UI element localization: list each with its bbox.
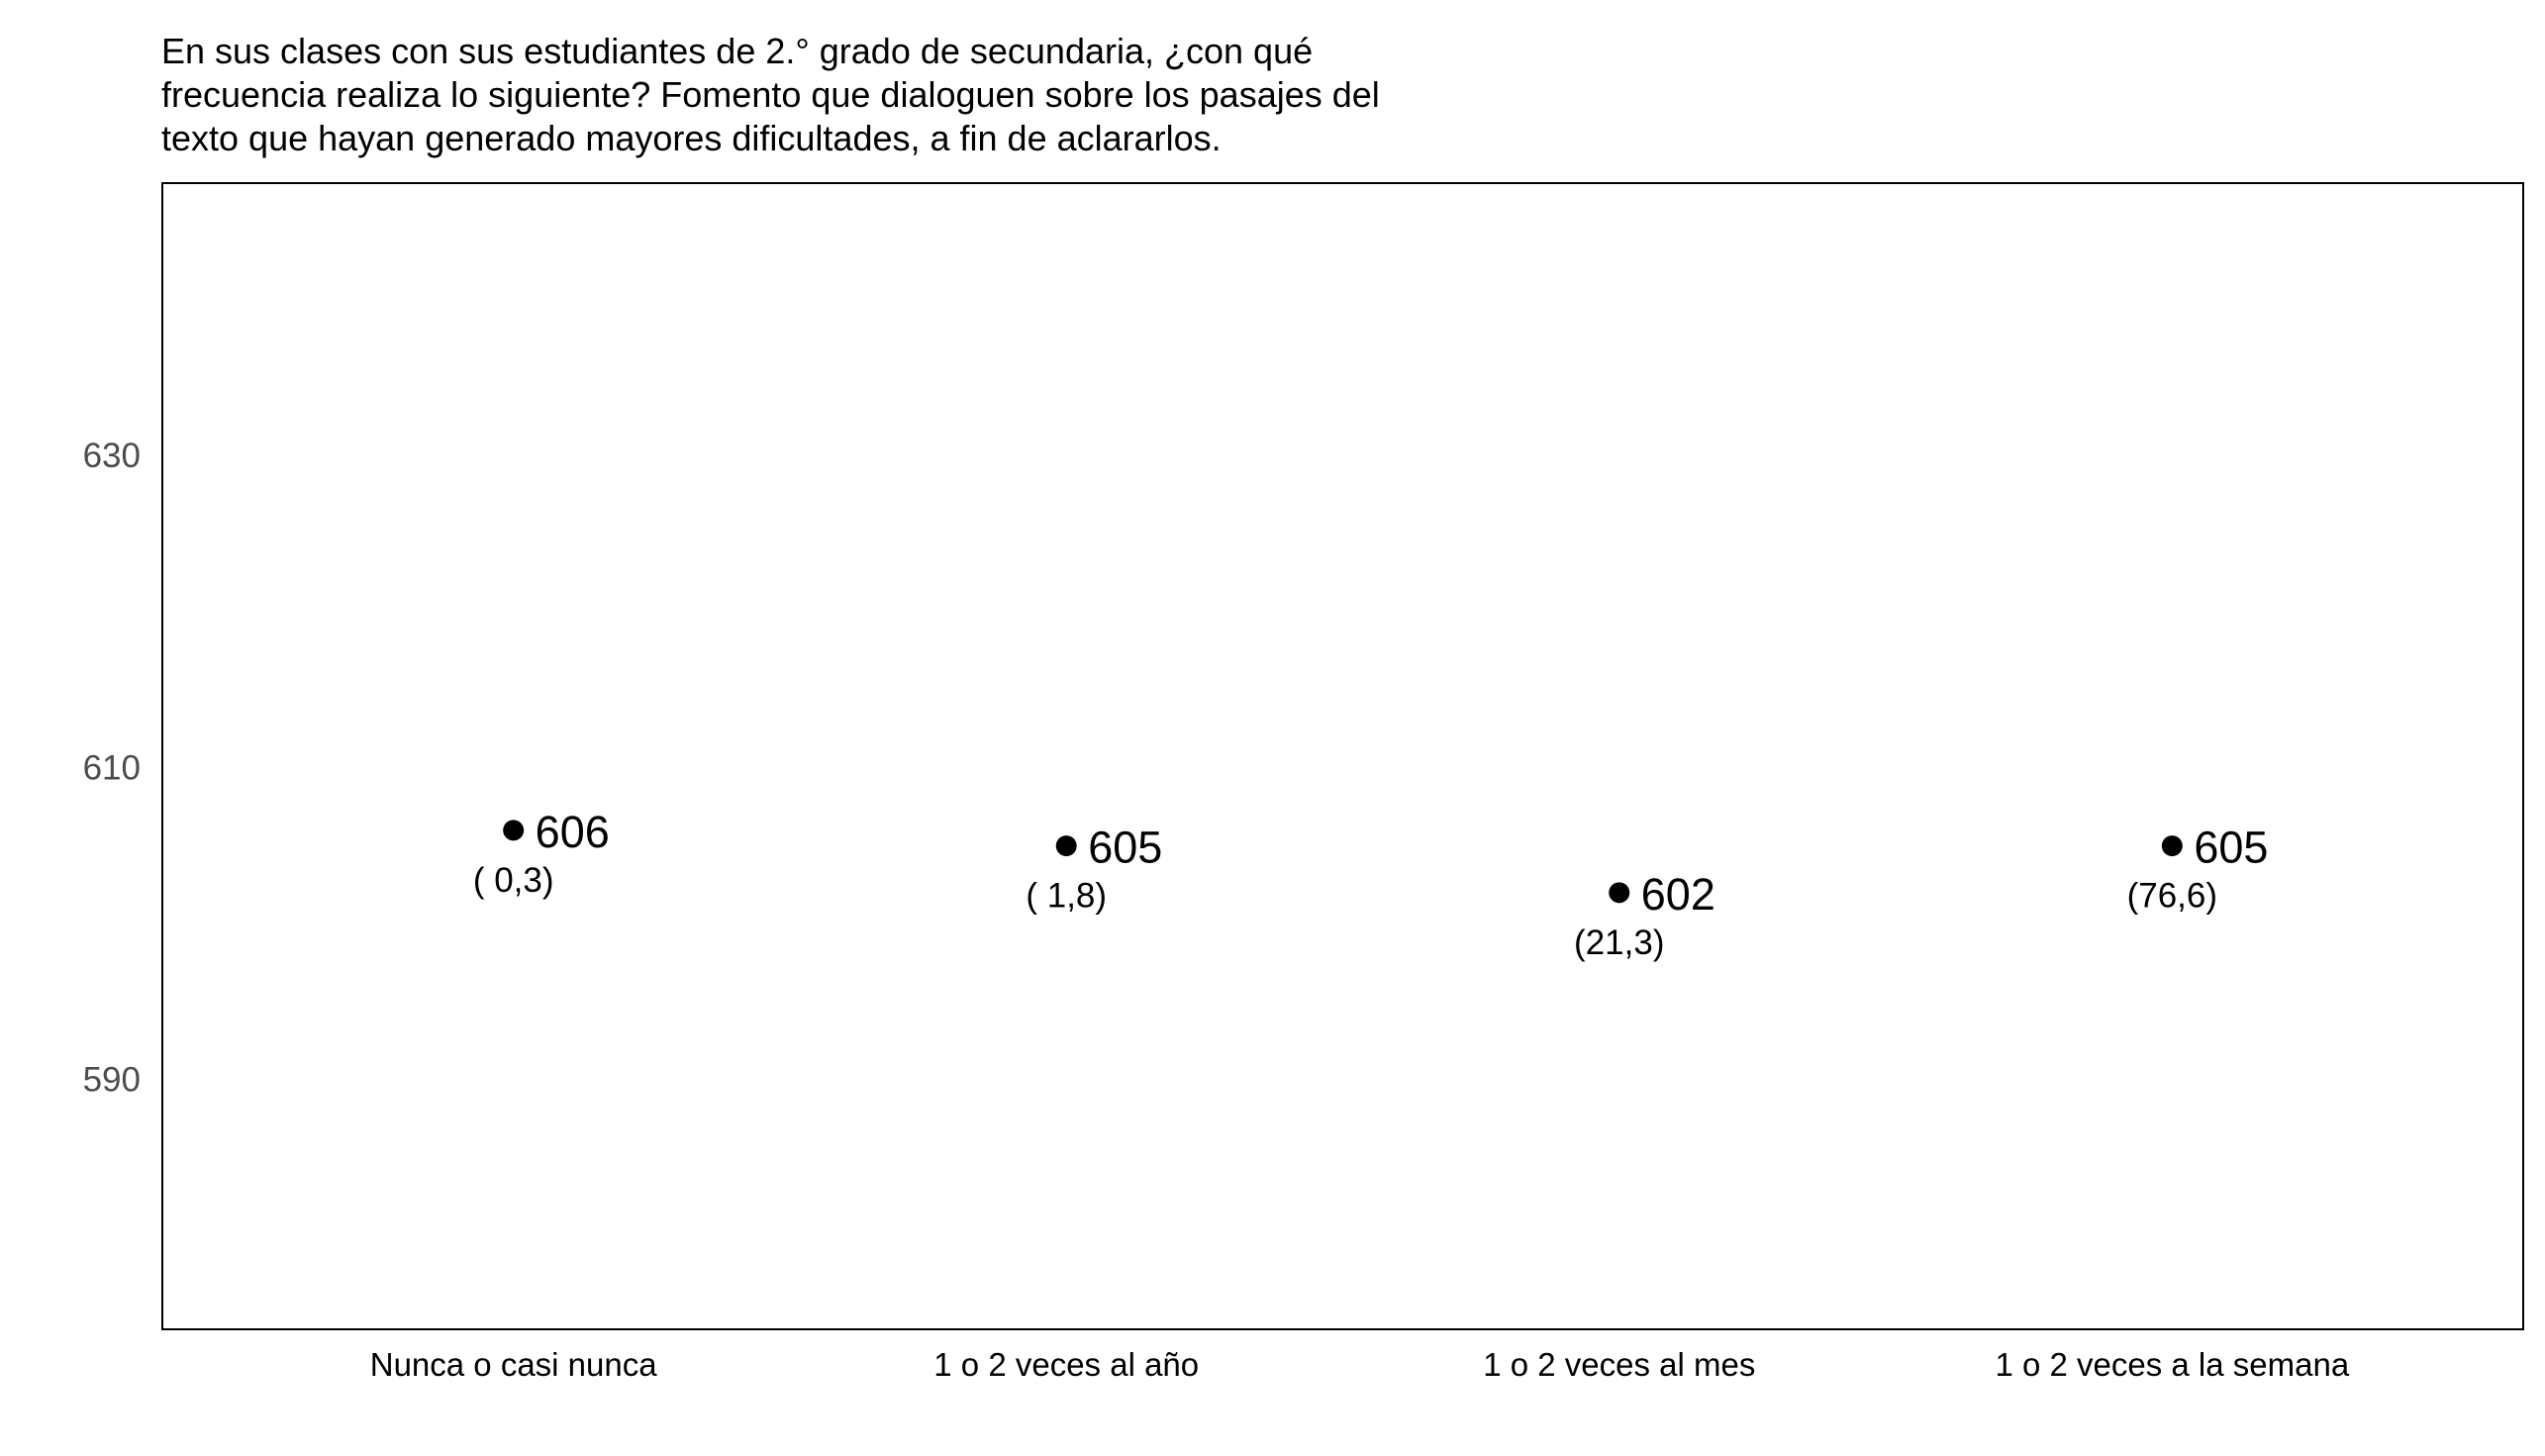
data-value-label: 605 <box>1088 823 1162 873</box>
x-tick-label: 1 o 2 veces al mes <box>1483 1346 1755 1383</box>
data-point <box>2161 835 2183 857</box>
data-percent-label: ( 0,3) <box>473 861 554 900</box>
chart-title-line-2: frecuencia realiza lo siguiente? Fomento… <box>161 74 1380 115</box>
data-value-label: 602 <box>1641 869 1715 920</box>
y-axis: 590 610 630 <box>83 437 141 1099</box>
data-percent-label: (76,6) <box>2127 877 2217 916</box>
data-marks: 606 ( 0,3) 605 ( 1,8) 602(21,3) 605 (76,6) <box>473 807 2269 962</box>
x-axis: Nunca o casi nunca 1 o 2 veces al año 1 o … <box>370 1346 2350 1383</box>
x-tick-label: Nunca o casi nunca <box>370 1346 657 1383</box>
data-point <box>1055 835 1077 857</box>
y-tick-label: 610 <box>83 748 141 787</box>
plot-panel-frame <box>161 182 2524 1330</box>
data-percent-label: ( 1,8) <box>1026 877 1107 916</box>
y-tick-label: 630 <box>83 437 141 475</box>
x-tick-label: 1 o 2 veces a la semana <box>1995 1346 2349 1383</box>
y-tick-label: 590 <box>83 1060 141 1099</box>
x-tick-label: 1 o 2 veces al año <box>933 1346 1199 1383</box>
data-percent-label: (21,3) <box>1574 923 1664 962</box>
data-point <box>503 820 525 841</box>
chart-title-line-1: En sus clases con sus estudiantes de 2.°… <box>161 31 1314 71</box>
chart-title-line-3: texto que hayan generado mayores dificul… <box>161 118 1222 158</box>
data-value-label: 606 <box>536 807 610 857</box>
chart-title: En sus clases con sus estudiantes de 2.°… <box>161 30 1646 160</box>
data-point <box>1609 882 1630 904</box>
data-value-label: 605 <box>2194 823 2268 873</box>
